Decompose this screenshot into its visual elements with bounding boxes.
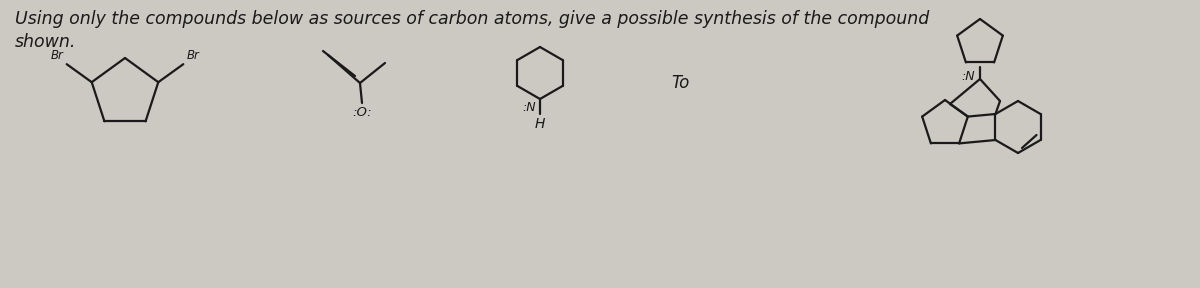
Text: :N: :N: [522, 101, 536, 113]
Text: To: To: [671, 74, 689, 92]
Text: Using only the compounds below as sources of carbon atoms, give a possible synth: Using only the compounds below as source…: [14, 10, 929, 28]
Text: :N: :N: [961, 70, 974, 83]
Text: shown.: shown.: [14, 33, 77, 51]
Text: H: H: [535, 117, 545, 131]
Text: :O:: :O:: [352, 106, 372, 119]
Text: Br: Br: [186, 49, 199, 62]
Text: Br: Br: [50, 49, 64, 62]
